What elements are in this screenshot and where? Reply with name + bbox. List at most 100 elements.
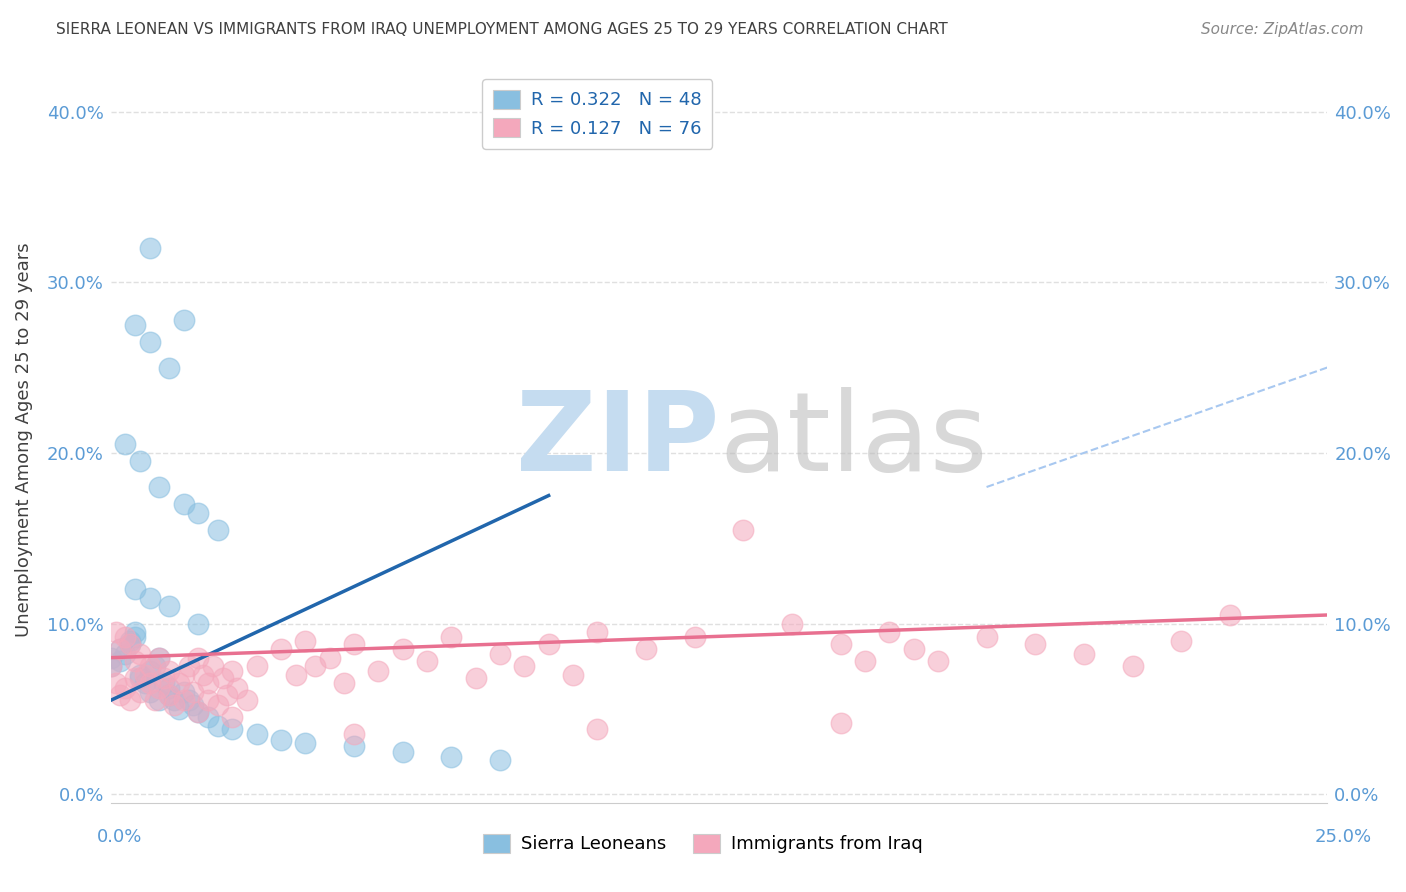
Point	[367, 665, 389, 679]
Point	[187, 706, 209, 720]
Point	[586, 723, 609, 737]
Point	[100, 650, 122, 665]
Point	[294, 736, 316, 750]
Point	[129, 671, 152, 685]
Point	[221, 723, 243, 737]
Point	[201, 659, 224, 673]
Point	[197, 693, 219, 707]
Point	[173, 667, 195, 681]
Point	[853, 654, 876, 668]
Point	[157, 599, 180, 614]
Point	[191, 667, 214, 681]
Text: SIERRA LEONEAN VS IMMIGRANTS FROM IRAQ UNEMPLOYMENT AMONG AGES 25 TO 29 YEARS CO: SIERRA LEONEAN VS IMMIGRANTS FROM IRAQ U…	[56, 22, 948, 37]
Point	[124, 625, 146, 640]
Point	[780, 616, 803, 631]
Point	[246, 659, 269, 673]
Point	[100, 659, 122, 673]
Point	[830, 637, 852, 651]
Point	[221, 665, 243, 679]
Point	[683, 630, 706, 644]
Point	[1024, 637, 1046, 651]
Point	[1219, 607, 1241, 622]
Point	[177, 693, 200, 707]
Point	[153, 671, 176, 685]
Point	[197, 710, 219, 724]
Point	[343, 637, 366, 651]
Legend: Sierra Leoneans, Immigrants from Iraq: Sierra Leoneans, Immigrants from Iraq	[475, 827, 931, 861]
Point	[148, 693, 170, 707]
Text: ZIP: ZIP	[516, 386, 718, 493]
Point	[513, 659, 536, 673]
Point	[173, 685, 195, 699]
Point	[138, 685, 160, 699]
Point	[187, 650, 209, 665]
Point	[187, 616, 209, 631]
Point	[207, 523, 229, 537]
Point	[163, 693, 186, 707]
Point	[129, 454, 152, 468]
Point	[124, 318, 146, 332]
Point	[304, 659, 326, 673]
Point	[110, 688, 132, 702]
Point	[207, 719, 229, 733]
Point	[148, 681, 170, 696]
Point	[927, 654, 949, 668]
Point	[143, 693, 166, 707]
Point	[153, 676, 176, 690]
Point	[104, 625, 127, 640]
Point	[562, 667, 585, 681]
Legend: R = 0.322   N = 48, R = 0.127   N = 76: R = 0.322 N = 48, R = 0.127 N = 76	[482, 79, 713, 149]
Point	[129, 667, 152, 681]
Point	[104, 676, 127, 690]
Point	[634, 642, 657, 657]
Point	[877, 625, 900, 640]
Point	[173, 497, 195, 511]
Point	[124, 671, 146, 685]
Point	[110, 642, 132, 657]
Point	[138, 241, 160, 255]
Point	[221, 710, 243, 724]
Point	[246, 727, 269, 741]
Point	[1122, 659, 1144, 673]
Point	[416, 654, 439, 668]
Point	[167, 676, 190, 690]
Point	[138, 665, 160, 679]
Point	[903, 642, 925, 657]
Point	[586, 625, 609, 640]
Point	[120, 693, 142, 707]
Point	[211, 671, 233, 685]
Point	[114, 647, 136, 661]
Point	[207, 698, 229, 713]
Point	[284, 667, 307, 681]
Point	[217, 688, 239, 702]
Point	[120, 633, 142, 648]
Point	[124, 630, 146, 644]
Point	[391, 745, 413, 759]
Point	[114, 630, 136, 644]
Point	[148, 650, 170, 665]
Point	[148, 480, 170, 494]
Point	[124, 654, 146, 668]
Point	[440, 749, 463, 764]
Point	[830, 715, 852, 730]
Point	[177, 659, 200, 673]
Point	[114, 437, 136, 451]
Point	[187, 506, 209, 520]
Point	[110, 642, 132, 657]
Point	[157, 665, 180, 679]
Point	[134, 667, 156, 681]
Point	[197, 676, 219, 690]
Point	[294, 633, 316, 648]
Point	[318, 650, 340, 665]
Point	[114, 681, 136, 696]
Point	[138, 676, 160, 690]
Point	[138, 659, 160, 673]
Point	[489, 753, 512, 767]
Point	[183, 698, 205, 713]
Point	[157, 688, 180, 702]
Point	[167, 702, 190, 716]
Point	[537, 637, 560, 651]
Point	[270, 732, 292, 747]
Point	[489, 647, 512, 661]
Point	[183, 685, 205, 699]
